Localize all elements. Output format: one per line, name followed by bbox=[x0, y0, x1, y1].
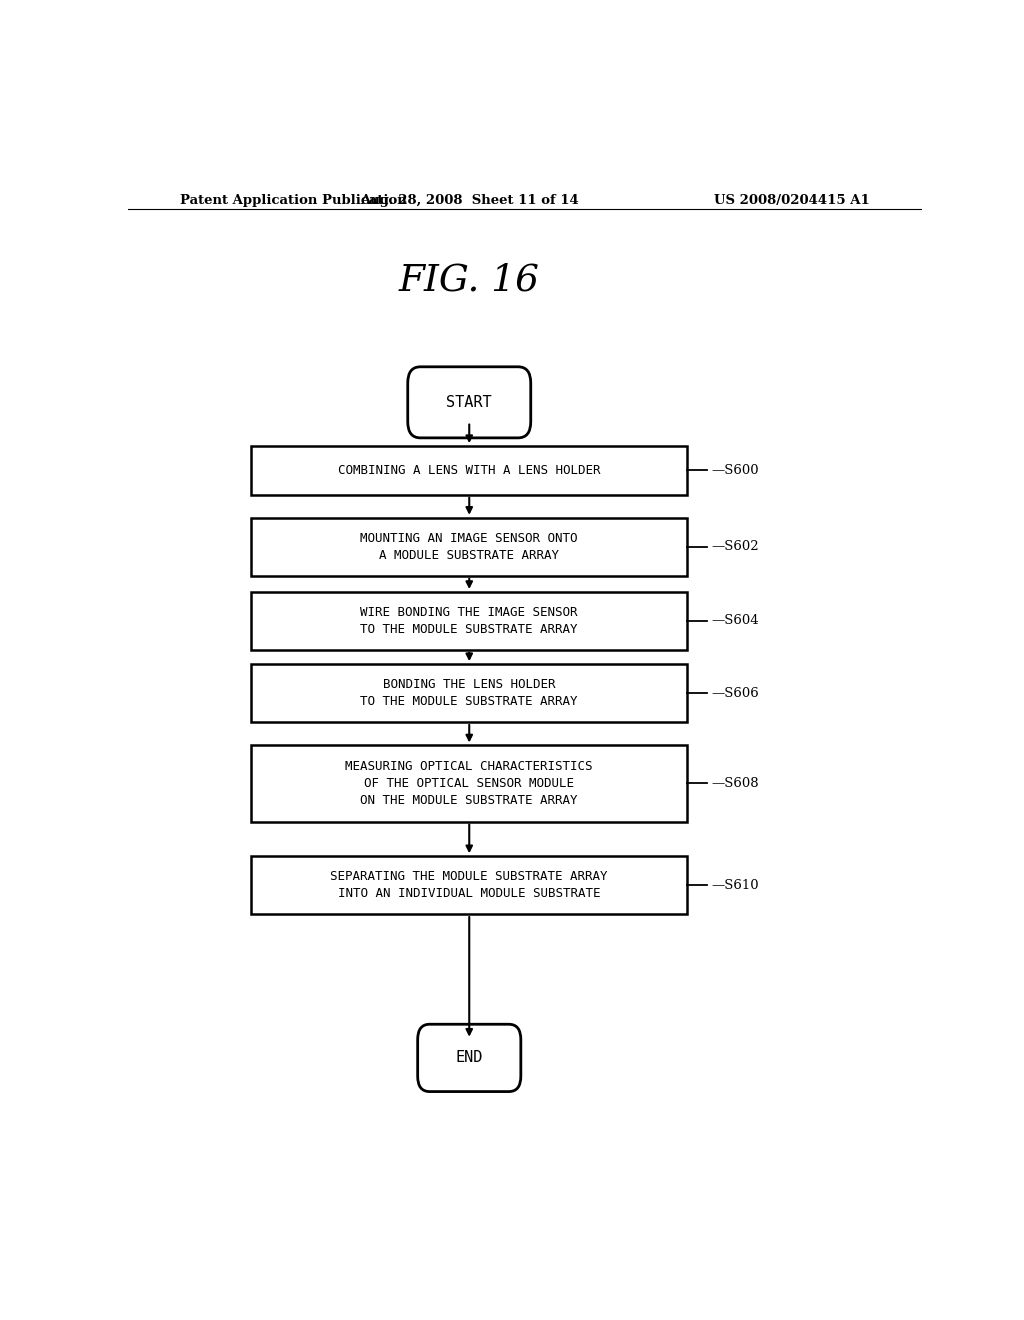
Text: MEASURING OPTICAL CHARACTERISTICS
OF THE OPTICAL SENSOR MODULE
ON THE MODULE SUB: MEASURING OPTICAL CHARACTERISTICS OF THE… bbox=[345, 760, 593, 807]
FancyBboxPatch shape bbox=[251, 446, 687, 495]
FancyBboxPatch shape bbox=[251, 746, 687, 821]
Text: —S602: —S602 bbox=[712, 540, 759, 553]
Text: —S610: —S610 bbox=[712, 879, 759, 891]
Text: COMBINING A LENS WITH A LENS HOLDER: COMBINING A LENS WITH A LENS HOLDER bbox=[338, 463, 600, 477]
Text: WIRE BONDING THE IMAGE SENSOR
TO THE MODULE SUBSTRATE ARRAY: WIRE BONDING THE IMAGE SENSOR TO THE MOD… bbox=[360, 606, 578, 636]
FancyBboxPatch shape bbox=[251, 857, 687, 913]
Text: —S608: —S608 bbox=[712, 777, 759, 789]
FancyBboxPatch shape bbox=[251, 664, 687, 722]
Text: Aug. 28, 2008  Sheet 11 of 14: Aug. 28, 2008 Sheet 11 of 14 bbox=[359, 194, 579, 206]
Text: END: END bbox=[456, 1051, 483, 1065]
Text: BONDING THE LENS HOLDER
TO THE MODULE SUBSTRATE ARRAY: BONDING THE LENS HOLDER TO THE MODULE SU… bbox=[360, 678, 578, 708]
Text: Patent Application Publication: Patent Application Publication bbox=[179, 194, 407, 206]
FancyBboxPatch shape bbox=[251, 591, 687, 649]
Text: START: START bbox=[446, 395, 493, 409]
Text: —S604: —S604 bbox=[712, 614, 759, 627]
Text: US 2008/0204415 A1: US 2008/0204415 A1 bbox=[715, 194, 870, 206]
FancyBboxPatch shape bbox=[418, 1024, 521, 1092]
FancyBboxPatch shape bbox=[251, 517, 687, 576]
Text: —S600: —S600 bbox=[712, 463, 759, 477]
FancyBboxPatch shape bbox=[408, 367, 530, 438]
Text: —S606: —S606 bbox=[712, 686, 759, 700]
Text: SEPARATING THE MODULE SUBSTRATE ARRAY
INTO AN INDIVIDUAL MODULE SUBSTRATE: SEPARATING THE MODULE SUBSTRATE ARRAY IN… bbox=[331, 870, 608, 900]
Text: MOUNTING AN IMAGE SENSOR ONTO
A MODULE SUBSTRATE ARRAY: MOUNTING AN IMAGE SENSOR ONTO A MODULE S… bbox=[360, 532, 578, 562]
Text: FIG. 16: FIG. 16 bbox=[398, 263, 540, 298]
